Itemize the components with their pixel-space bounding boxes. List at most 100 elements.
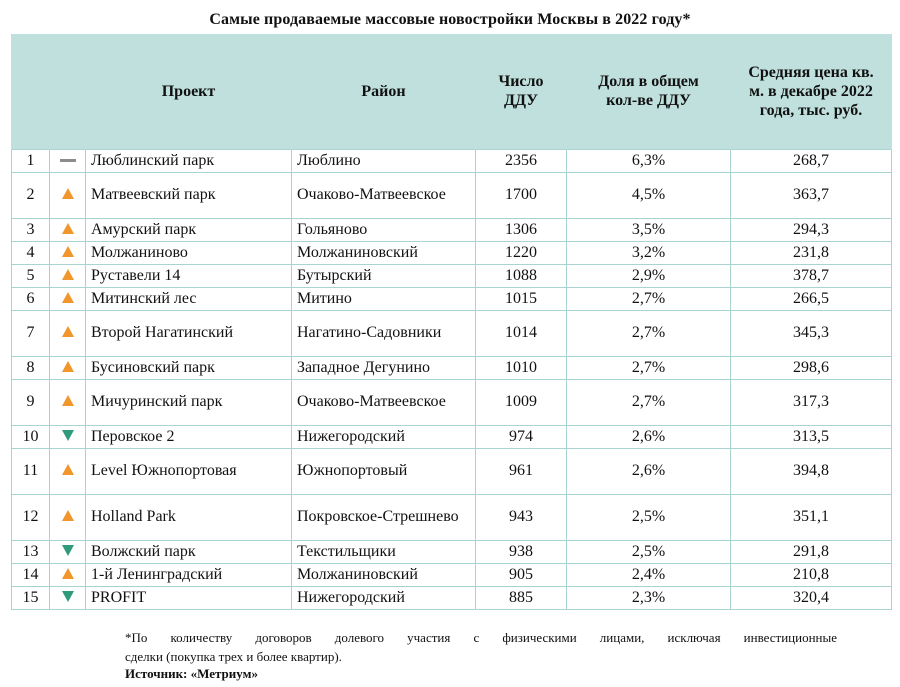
contract-count: 974	[475, 424, 567, 449]
row-number: 6	[11, 286, 50, 311]
project-name: Митинский лес	[85, 286, 292, 311]
triangle-up-icon	[61, 510, 74, 521]
table-row: 14 1-й Ленинградский Молжаниновский 905 2,4%…	[11, 562, 892, 587]
project-name: Молжаниново	[85, 240, 292, 265]
share-value: 2,6%	[566, 447, 731, 495]
contract-count: 1014	[475, 309, 567, 357]
contract-count: 905	[475, 562, 567, 587]
table-row: 9 Мичуринский парк Очаково-Матвеевское 1009…	[11, 378, 892, 426]
trend-icon	[49, 240, 86, 265]
row-number: 12	[11, 493, 50, 541]
trend-icon	[49, 309, 86, 357]
trend-icon	[49, 286, 86, 311]
contract-count: 961	[475, 447, 567, 495]
price-value: 231,8	[730, 240, 892, 265]
header-trend	[49, 34, 86, 149]
row-number: 13	[11, 539, 50, 564]
header-price: Средняя цена кв. м. в декабре 2022 года,…	[730, 34, 892, 149]
share-value: 2,5%	[566, 539, 731, 564]
trend-icon	[49, 562, 86, 587]
header-num	[11, 34, 50, 149]
project-name: Holland Park	[85, 493, 292, 541]
price-value: 298,6	[730, 355, 892, 380]
table-row: 2 Матвеевский парк Очаково-Матвеевское 1700…	[11, 171, 892, 219]
price-value: 210,8	[730, 562, 892, 587]
share-value: 2,3%	[566, 585, 731, 610]
source-note: Источник: «Метриум»	[125, 666, 258, 681]
district-name: Нижегородский	[291, 585, 476, 610]
table-row: 3 Амурский парк Гольяново 1306 3,5% 294,3	[11, 217, 892, 242]
triangle-up-icon	[61, 291, 74, 303]
share-value: 2,7%	[566, 286, 731, 311]
share-value: 3,5%	[566, 217, 731, 242]
trend-icon	[49, 539, 86, 564]
district-name: Митино	[291, 286, 476, 311]
share-value: 2,7%	[566, 355, 731, 380]
district-name: Нагатино-Садовники	[291, 309, 476, 357]
price-value: 266,5	[730, 286, 892, 311]
project-name: PROFIT	[85, 585, 292, 610]
project-name: Бусиновский парк	[85, 355, 292, 380]
share-value: 2,7%	[566, 378, 731, 426]
district-name: Молжаниновский	[291, 240, 476, 265]
contract-count: 1015	[475, 286, 567, 311]
district-name: Покровское-Стрешнево	[291, 493, 476, 541]
price-value: 291,8	[730, 539, 892, 564]
footnote: *По количеству договоров долевого участи…	[125, 630, 837, 645]
district-name: Текстильщики	[291, 539, 476, 564]
triangle-up-icon	[61, 245, 74, 257]
project-name: Второй Нагатинский	[85, 309, 292, 357]
sales-table: Проект Район Число ДДУ Доля в общем кол-…	[11, 34, 892, 610]
triangle-down-icon	[61, 429, 74, 441]
triangle-up-icon	[61, 395, 74, 406]
district-name: Западное Дегунино	[291, 355, 476, 380]
row-number: 11	[11, 447, 50, 495]
district-name: Гольяново	[291, 217, 476, 242]
table-row: 7 Второй Нагатинский Нагатино-Садовники 101…	[11, 309, 892, 357]
share-value: 2,6%	[566, 424, 731, 449]
row-number: 9	[11, 378, 50, 426]
trend-icon	[49, 493, 86, 541]
share-value: 3,2%	[566, 240, 731, 265]
trend-icon	[49, 171, 86, 219]
triangle-up-icon	[61, 188, 74, 199]
price-value: 320,4	[730, 585, 892, 610]
contract-count: 1088	[475, 263, 567, 288]
header-share: Доля в общем кол-ве ДДУ	[566, 34, 731, 149]
row-number: 15	[11, 585, 50, 610]
project-name: Level Южнопортовая	[85, 447, 292, 495]
table-row: 6 Митинский лес Митино 1015 2,7% 266,5	[11, 286, 892, 311]
contract-count: 1700	[475, 171, 567, 219]
table-row: 15 PROFIT Нижегородский 885 2,3% 320,4	[11, 585, 892, 610]
table-row: 11 Level Южнопортовая Южнопортовый 961 2,6% 3…	[11, 447, 892, 495]
triangle-down-icon	[61, 544, 74, 556]
district-name: Молжаниновский	[291, 562, 476, 587]
trend-icon	[49, 447, 86, 495]
price-value: 351,1	[730, 493, 892, 541]
contract-count: 1009	[475, 378, 567, 426]
table-row: 5 Руставели 14 Бутырский 1088 2,9% 378,7	[11, 263, 892, 288]
contract-count: 2356	[475, 148, 567, 173]
project-name: Руставели 14	[85, 263, 292, 288]
trend-icon	[49, 424, 86, 449]
triangle-up-icon	[61, 464, 74, 475]
price-value: 294,3	[730, 217, 892, 242]
price-value: 394,8	[730, 447, 892, 495]
table-title: Самые продаваемые массовые новостройки М…	[209, 11, 691, 28]
contract-count: 1306	[475, 217, 567, 242]
trend-icon	[49, 378, 86, 426]
trend-icon	[49, 217, 86, 242]
row-number: 2	[11, 171, 50, 219]
footnote-continued: сделки (покупка трех и более квартир).	[125, 649, 342, 664]
district-name: Бутырский	[291, 263, 476, 288]
header-count: Число ДДУ	[475, 34, 567, 149]
share-value: 4,5%	[566, 171, 731, 219]
district-name: Люблино	[291, 148, 476, 173]
share-value: 2,7%	[566, 309, 731, 357]
price-value: 317,3	[730, 378, 892, 426]
share-value: 6,3%	[566, 148, 731, 173]
triangle-down-icon	[61, 590, 74, 602]
project-name: Перовское 2	[85, 424, 292, 449]
table-row: 1 Люблинский парк Люблино 2356 6,3% 268,7	[11, 148, 892, 173]
project-name: Матвеевский парк	[85, 171, 292, 219]
